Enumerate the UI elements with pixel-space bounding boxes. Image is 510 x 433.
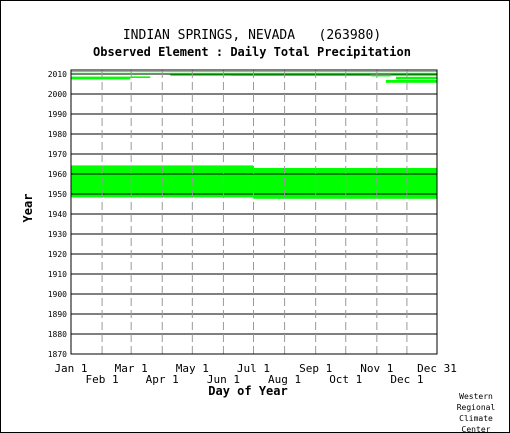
y-tick-labels: 1870 1880 1890 1900 1910 1920 1930 1940 1950 1960…	[48, 70, 67, 359]
data-bar	[390, 74, 437, 76]
x-tick-label: Sep 1	[299, 362, 332, 375]
chart-title: INDIAN SPRINGS, NEVADA (263980)	[123, 28, 381, 43]
x-axis-label: Day of Year	[208, 384, 287, 398]
x-tick-label: Nov 1	[360, 362, 393, 375]
y-tick-label: 1960	[48, 170, 67, 179]
plot-border	[70, 69, 438, 355]
y-tick-label: 1980	[48, 130, 67, 139]
credit-line: Climate	[459, 414, 493, 423]
x-tick-label: Mar 1	[115, 362, 148, 375]
data-bar	[130, 76, 151, 78]
y-tick-label: 1950	[48, 190, 67, 199]
data-bar	[170, 74, 231, 76]
x-tick-label: Dec 31	[417, 362, 457, 375]
x-tick-label: Feb 1	[86, 373, 119, 386]
data-bars	[71, 71, 437, 199]
x-tick-label: Dec 1	[390, 373, 423, 386]
y-axis-label: Year	[21, 194, 35, 223]
credit-line: Western	[459, 392, 493, 401]
y-tick-label: 1900	[48, 290, 67, 299]
y-tick-label: 1870	[48, 350, 67, 359]
y-tick-label: 1890	[48, 310, 67, 319]
x-tick-label: Apr 1	[146, 373, 179, 386]
y-tick-label: 1970	[48, 150, 67, 159]
x-tick-label: Jul 1	[237, 362, 270, 375]
credit-block: Western Regional Climate Center	[457, 392, 496, 433]
y-tick-label: 1880	[48, 330, 67, 339]
y-tick-label: 2010	[48, 70, 67, 79]
y-tick-label: 1920	[48, 250, 67, 259]
chart-subtitle: Observed Element : Daily Total Precipita…	[93, 45, 411, 59]
vertical-gridlines	[101, 70, 408, 354]
y-tick-label: 1940	[48, 210, 67, 219]
x-tick-labels: Jan 1 Mar 1 May 1 Jul 1 Sep 1 Nov 1 Dec 31 Feb …	[54, 362, 456, 386]
data-bar	[385, 80, 437, 83]
data-bar	[71, 71, 437, 73]
x-tick-label: Jan 1	[54, 362, 87, 375]
data-bar	[230, 74, 371, 76]
y-tick-label: 1990	[48, 110, 67, 119]
horizontal-gridlines	[71, 73, 437, 355]
x-tick-label: Jun 1	[207, 373, 240, 386]
x-tick-label: May 1	[176, 362, 209, 375]
credit-line: Regional	[457, 403, 496, 412]
y-tick-label: 1930	[48, 230, 67, 239]
data-bar	[370, 74, 391, 77]
data-bar	[395, 76, 437, 80]
x-tick-label: Aug 1	[268, 373, 301, 386]
y-tick-label: 2000	[48, 90, 67, 99]
y-tick-label: 1910	[48, 270, 67, 279]
x-tick-label: Oct 1	[329, 373, 362, 386]
credit-line: Center	[462, 425, 491, 433]
data-bar	[71, 76, 131, 80]
